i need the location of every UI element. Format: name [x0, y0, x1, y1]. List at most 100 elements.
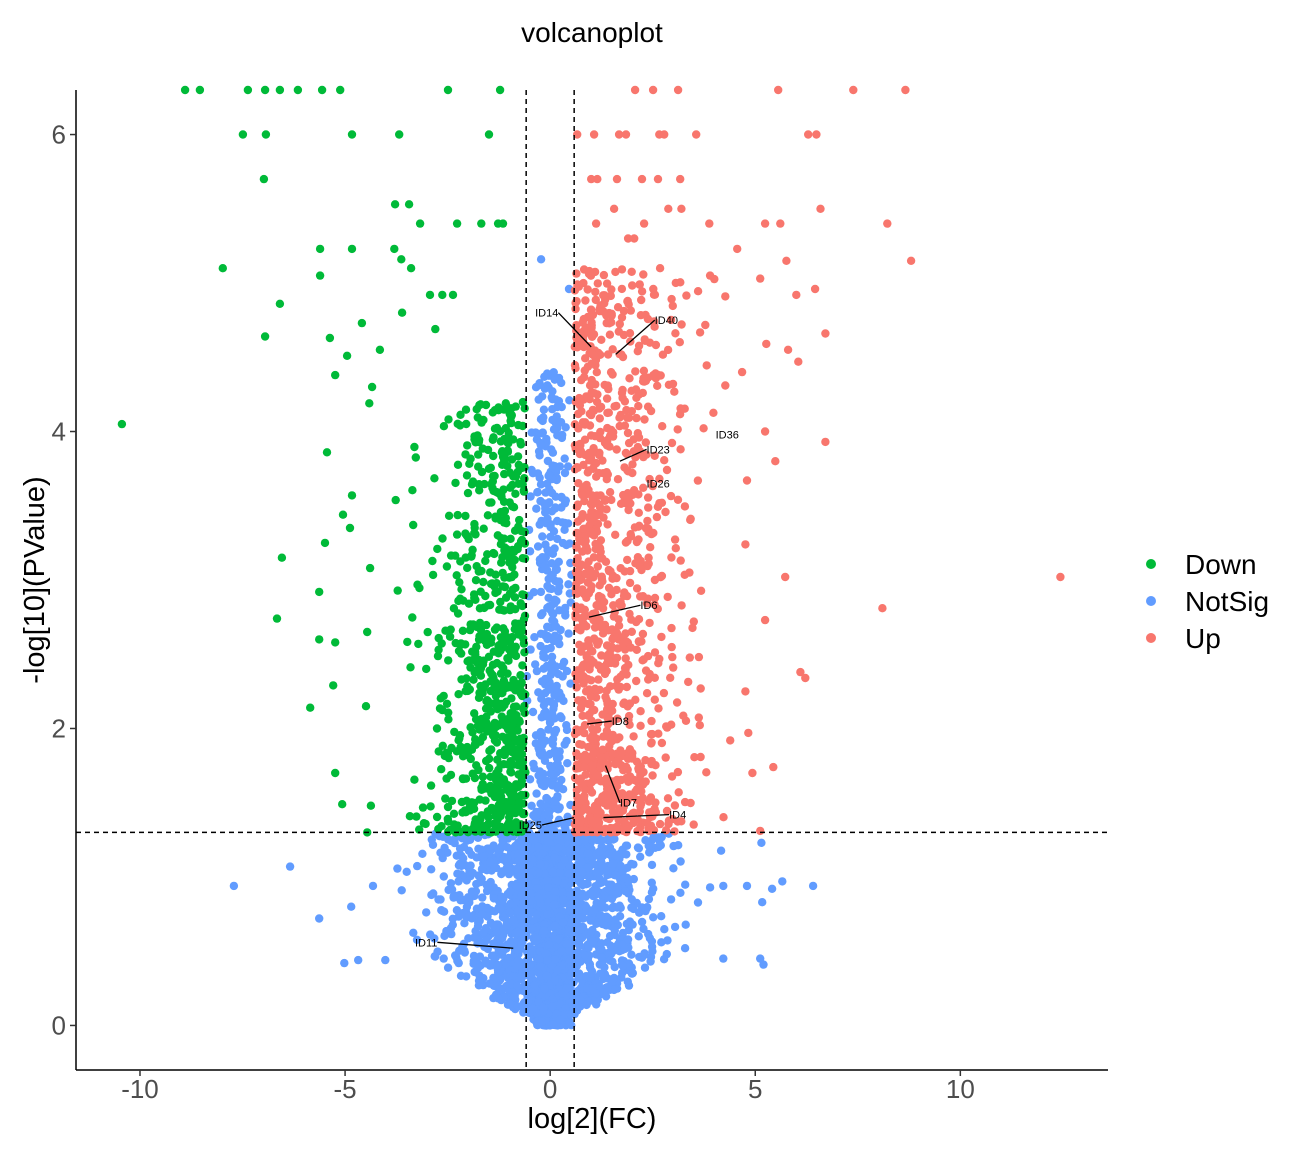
data-point-down	[317, 85, 327, 95]
data-point-notsig	[588, 984, 597, 993]
data-point-notsig	[443, 963, 453, 972]
data-point-up	[574, 282, 583, 291]
data-point-up	[625, 699, 635, 708]
data-point-up	[657, 632, 666, 642]
data-point-up	[596, 763, 605, 772]
data-point-notsig	[560, 454, 569, 463]
data-point-notsig	[562, 540, 571, 550]
data-point-notsig	[497, 867, 506, 876]
data-point-notsig	[640, 949, 649, 958]
data-point-notsig	[576, 1002, 585, 1011]
data-point-notsig	[616, 861, 625, 871]
data-point-down	[520, 648, 529, 657]
y-axis-title: -log[10](PValue)	[19, 476, 51, 683]
data-point-up	[605, 741, 614, 751]
data-point-up	[585, 611, 595, 621]
data-point-up	[593, 602, 603, 611]
data-point-notsig	[583, 849, 593, 858]
data-point-up	[592, 636, 601, 646]
data-point-up	[652, 512, 662, 522]
data-point-up	[653, 174, 663, 184]
data-point-up	[587, 410, 596, 420]
data-point-down	[481, 680, 490, 689]
data-point-down	[481, 400, 491, 410]
data-point-notsig	[603, 866, 612, 876]
data-point-notsig	[670, 922, 680, 932]
data-point-notsig	[526, 492, 535, 501]
data-point-notsig	[543, 622, 552, 631]
data-point-notsig	[565, 926, 574, 936]
data-point-notsig	[457, 861, 466, 871]
data-point-down	[513, 804, 522, 813]
data-point-notsig	[460, 919, 469, 928]
data-point-notsig	[540, 984, 549, 993]
data-point-down	[510, 570, 519, 579]
data-point-up	[626, 306, 635, 315]
data-point-notsig	[524, 954, 533, 964]
data-point-notsig	[571, 852, 580, 861]
data-point-notsig	[486, 857, 495, 867]
data-point-up	[671, 329, 680, 338]
data-point-down	[347, 491, 357, 500]
data-point-notsig	[666, 895, 676, 904]
data-point-notsig	[505, 908, 514, 917]
data-point-up	[821, 329, 830, 338]
data-point-up	[673, 495, 683, 504]
data-point-up	[625, 492, 634, 502]
data-point-down	[433, 651, 443, 661]
data-point-down	[405, 812, 415, 821]
data-point-up	[901, 85, 910, 95]
data-point-down	[492, 698, 501, 707]
data-point-up	[647, 716, 656, 726]
data-point-up	[578, 491, 587, 500]
data-point-up	[639, 219, 649, 228]
data-point-down	[471, 647, 480, 657]
data-point-up	[594, 675, 603, 684]
data-point-notsig	[540, 630, 549, 639]
data-point-up	[580, 605, 589, 615]
data-point-down	[489, 785, 498, 794]
data-point-down	[511, 489, 520, 498]
data-point-up	[673, 425, 682, 434]
legend-key-up	[1146, 633, 1156, 643]
data-point-notsig	[550, 900, 559, 909]
data-point-down	[433, 544, 442, 554]
data-point-notsig	[541, 736, 550, 745]
data-point-up	[588, 647, 597, 656]
data-point-down	[478, 779, 487, 789]
data-point-notsig	[565, 589, 574, 598]
data-point-notsig	[525, 547, 535, 556]
data-point-notsig	[595, 847, 604, 856]
data-point-up	[612, 749, 621, 758]
data-point-notsig	[657, 912, 666, 921]
data-point-up	[621, 629, 630, 638]
data-point-notsig	[474, 963, 483, 972]
data-point-notsig	[534, 842, 543, 852]
data-point-up	[696, 684, 705, 693]
data-point-down	[465, 806, 475, 815]
data-point-up	[604, 583, 614, 593]
data-point-down	[403, 637, 412, 647]
data-point-up	[634, 401, 643, 411]
data-point-notsig	[535, 955, 544, 964]
data-point-up	[605, 330, 615, 339]
axes: ID14ID40ID36ID23ID26ID6ID8ID7ID4ID25ID11…	[52, 90, 1108, 1104]
data-point-up	[647, 529, 656, 539]
data-point-down	[500, 701, 509, 710]
chart-title: volcanoplot	[521, 17, 663, 48]
label-leader-line	[588, 604, 641, 618]
data-point-down	[491, 678, 501, 688]
data-point-notsig	[541, 949, 551, 958]
x-tick-label: 0	[543, 1074, 557, 1104]
data-point-down	[506, 796, 516, 805]
data-point-down	[500, 582, 510, 592]
data-point-up	[602, 505, 611, 514]
data-point-up	[579, 460, 588, 470]
data-point-up	[609, 601, 618, 610]
data-point-down	[496, 760, 505, 770]
data-point-notsig	[483, 881, 492, 890]
data-point-up	[657, 498, 667, 507]
data-point-notsig	[509, 843, 518, 852]
data-point-up	[666, 673, 675, 682]
data-point-notsig	[543, 837, 553, 847]
